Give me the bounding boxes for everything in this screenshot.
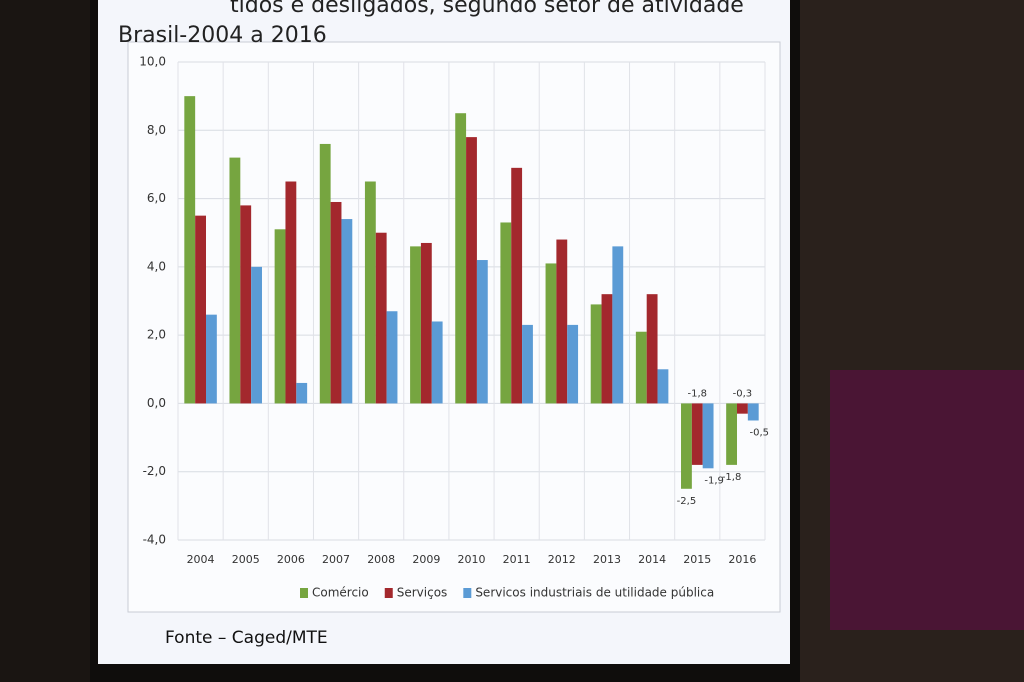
bar [522,324,533,404]
bar [556,239,568,404]
x-tick-label: 2005 [232,553,260,566]
legend-swatch [463,588,472,598]
x-tick-label: 2007 [322,553,350,566]
legend-label: Serviços [397,586,448,600]
y-tick-label: -4,0 [143,533,166,547]
bar [229,157,241,404]
y-tick-label: 2,0 [147,328,166,342]
legend-label: Comércio [312,586,369,600]
bar [646,294,658,404]
x-tick-label: 2006 [277,553,305,566]
bar [285,181,297,404]
value-label: -1,8 [722,472,742,483]
bar [296,382,308,404]
y-tick-label: 8,0 [147,123,166,137]
bar [590,304,602,404]
bar [567,324,579,404]
plot: -4,0 -2,0 0,0 2,0 4,0 6,0 8,0 10,0 2004 2005 2006 2… [139,55,769,600]
x-tick-label: 2015 [683,553,711,566]
bar [500,222,512,404]
x-tick-label: 2009 [412,553,440,566]
value-label: -1,9 [704,475,724,486]
bar [240,205,252,404]
bar [476,260,488,404]
x-tick-label: 2010 [458,553,486,566]
y-tick-label: 0,0 [147,396,166,410]
bar [330,201,342,404]
bar [545,263,557,404]
bar [251,266,262,404]
bar [195,215,206,404]
bar [726,403,738,465]
y-tick-label: 6,0 [147,191,166,205]
value-label: -0,3 [733,388,753,399]
y-tick-label: 4,0 [147,259,166,273]
y-tick-label: -2,0 [143,464,166,478]
bar [431,321,443,404]
x-tick-label: 2011 [503,553,531,566]
chart-title: tidos e desligados, segundo setor de ati… [230,0,744,18]
bar [341,219,353,404]
bar [635,331,647,404]
value-label: -0,5 [750,428,770,439]
bar [511,167,523,404]
value-label: -2,5 [677,496,697,507]
value-label: -1,8 [688,388,708,399]
bar [386,311,398,404]
bar [410,246,421,404]
legend-swatch [384,588,393,598]
chart-frame [127,41,781,613]
bar [364,181,376,404]
bar [184,96,196,404]
x-tick-label: 2008 [367,553,395,566]
bar [375,232,387,404]
bar [691,403,703,465]
x-tick-label: 2014 [638,553,666,566]
bar [612,246,624,404]
bar [274,229,286,404]
x-tick-label: 2012 [548,553,576,566]
x-tick-label: 2016 [728,553,756,566]
legend-label: Servicos industriais de utilidade públic… [475,586,714,600]
bar [681,403,692,489]
bar [466,137,477,404]
x-tick-label: 2004 [187,553,215,566]
bar [702,403,714,469]
x-tick-label: 2013 [593,553,621,566]
bar [319,143,331,404]
bar [657,369,669,404]
bar [601,294,613,404]
legend-swatch [300,588,308,598]
bar [737,403,748,414]
bar [420,242,432,404]
source: Fonte – Caged/MTE [165,628,328,648]
bar [747,403,759,421]
bar [205,314,217,404]
chart-subtitle: Brasil-2004 a 2016 [118,23,327,48]
wall-light [830,370,1024,630]
y-tick-label: 10,0 [139,55,166,69]
bar [455,113,467,404]
